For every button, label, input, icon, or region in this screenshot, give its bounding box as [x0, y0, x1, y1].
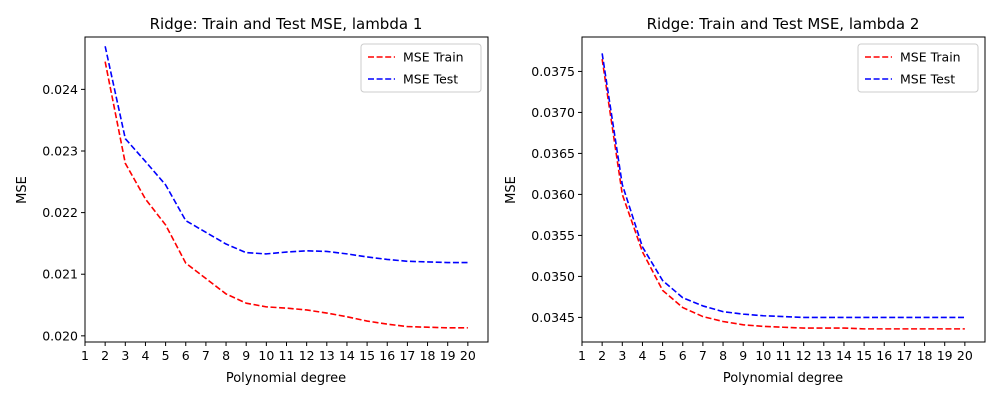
- legend-box: [857, 43, 979, 93]
- x-tick-label: 11: [279, 348, 295, 363]
- x-tick-label: 9: [739, 348, 747, 363]
- legend-label-mse-train: MSE Train: [403, 50, 464, 65]
- x-tick-label: 1: [578, 348, 586, 363]
- x-tick-label: 20: [957, 348, 973, 363]
- y-axis-label: MSE: [504, 176, 519, 204]
- x-tick-label: 14: [836, 348, 852, 363]
- x-axis-label: Polynomial degree: [723, 371, 843, 386]
- x-tick-label: 12: [796, 348, 812, 363]
- x-tick-label: 8: [719, 348, 727, 363]
- x-tick-label: 1: [81, 348, 89, 363]
- x-tick-label: 18: [917, 348, 933, 363]
- y-tick-label: 0.0365: [531, 146, 575, 161]
- y-axis-label: MSE: [15, 176, 30, 204]
- x-tick-label: 10: [755, 348, 771, 363]
- x-axis-label: Polynomial degree: [226, 371, 346, 386]
- legend-label-mse-test: MSE Test: [900, 72, 955, 87]
- chart-panel-lambda-1: Ridge: Train and Test MSE, lambda 1 Poly…: [15, 15, 489, 386]
- legend-box: [360, 43, 482, 93]
- x-tick-label: 2: [101, 348, 109, 363]
- x-tick-label: 5: [659, 348, 667, 363]
- x-tick-label: 16: [379, 348, 395, 363]
- x-tick-label: 7: [699, 348, 707, 363]
- y-tick-label: 0.0350: [531, 269, 575, 284]
- x-tick-label: 18: [420, 348, 436, 363]
- y-tick-label: 0.0370: [531, 105, 575, 120]
- x-tick-label: 13: [319, 348, 335, 363]
- x-tick-label: 12: [299, 348, 315, 363]
- chart-title: Ridge: Train and Test MSE, lambda 2: [647, 15, 920, 33]
- legend-label-mse-train: MSE Train: [900, 50, 961, 65]
- y-tick-label: 0.0345: [531, 310, 575, 325]
- chart-title: Ridge: Train and Test MSE, lambda 1: [150, 15, 423, 33]
- legend: MSE Train MSE Test: [857, 43, 979, 93]
- x-tick-label: 9: [242, 348, 250, 363]
- series-line-mse-test: [601, 53, 965, 319]
- legend-label-mse-test: MSE Test: [403, 72, 458, 87]
- x-tick-label: 17: [896, 348, 912, 363]
- x-tick-label: 16: [876, 348, 892, 363]
- x-tick-label: 7: [202, 348, 210, 363]
- y-tick-label: 0.0375: [531, 64, 575, 79]
- y-tick-label: 0.022: [42, 205, 78, 220]
- x-tick-label: 4: [141, 348, 149, 363]
- x-tick-label: 6: [182, 348, 190, 363]
- x-tick-label: 15: [359, 348, 375, 363]
- x-tick-label: 5: [162, 348, 170, 363]
- x-tick-label: 2: [598, 348, 606, 363]
- x-tick-label: 20: [460, 348, 476, 363]
- y-tick-label: 0.021: [42, 267, 78, 282]
- x-tick-label: 6: [679, 348, 687, 363]
- legend: MSE Train MSE Test: [360, 43, 482, 93]
- x-tick-label: 17: [399, 348, 415, 363]
- series-line-mse-train: [104, 61, 468, 329]
- y-tick-label: 0.023: [42, 143, 78, 158]
- x-tick-label: 14: [339, 348, 355, 363]
- x-tick-label: 10: [258, 348, 274, 363]
- x-tick-label: 15: [856, 348, 872, 363]
- x-tick-label: 19: [937, 348, 953, 363]
- x-tick-label: 4: [638, 348, 646, 363]
- series-line-mse-train: [601, 59, 965, 330]
- y-tick-label: 0.024: [42, 82, 78, 97]
- x-tick-label: 19: [440, 348, 456, 363]
- y-tick-label: 0.0355: [531, 228, 575, 243]
- y-tick-label: 0.020: [42, 328, 78, 343]
- x-tick-label: 3: [618, 348, 626, 363]
- x-tick-label: 11: [776, 348, 792, 363]
- y-tick-label: 0.0360: [531, 187, 575, 202]
- x-tick-label: 13: [816, 348, 832, 363]
- chart-panel-lambda-2: Ridge: Train and Test MSE, lambda 2 Poly…: [504, 15, 986, 386]
- series-line-mse-test: [104, 46, 468, 264]
- x-tick-label: 3: [121, 348, 129, 363]
- x-tick-label: 8: [222, 348, 230, 363]
